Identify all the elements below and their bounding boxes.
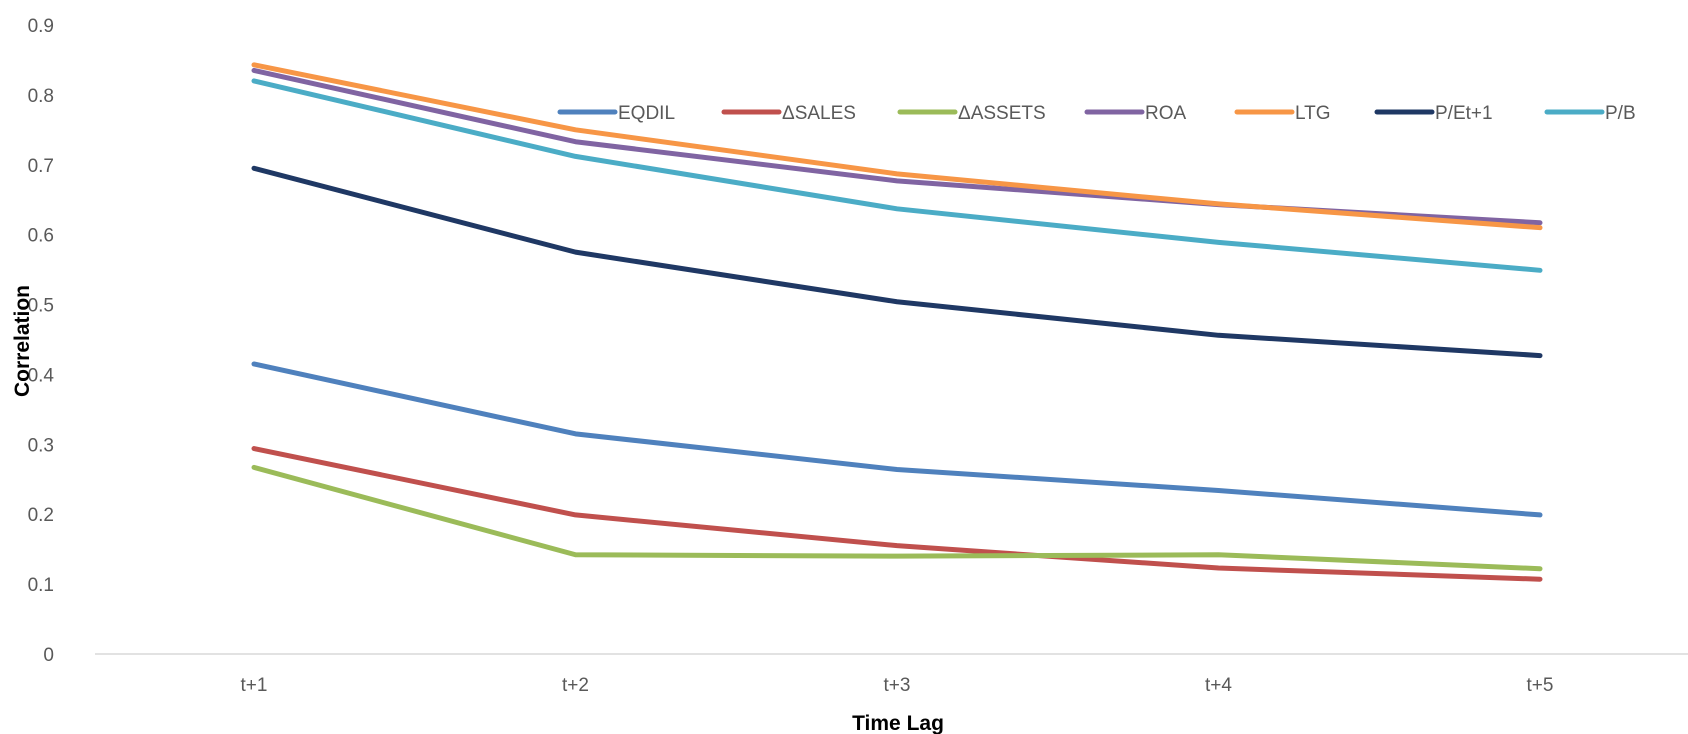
x-axis-title: Time Lag [852, 712, 944, 734]
legend-label: P/B [1605, 103, 1636, 124]
y-tick-label: 0.6 [28, 226, 54, 247]
y-tick-label: 0.9 [28, 16, 54, 37]
y-axis-ticks: 0 0.1 0.2 0.3 0.4 0.5 0.6 0.7 0.8 0.9 [28, 16, 55, 666]
legend-label: ROA [1145, 103, 1187, 124]
legend-label: ΔSALES [782, 103, 856, 124]
series-line-2 [251, 464, 1543, 572]
y-tick-label: 0.4 [28, 365, 55, 386]
series-line-4 [251, 62, 1543, 231]
x-axis-ticks: t+1 t+2 t+3 t+4 t+5 [241, 675, 1554, 696]
legend-item: ROA [1084, 103, 1187, 124]
series-line-1 [251, 446, 1543, 582]
x-tick-label: t+4 [1205, 675, 1232, 696]
legend-label: EQDIL [618, 103, 675, 124]
x-tick-label: t+2 [562, 675, 589, 696]
y-axis-title: Correlation [11, 285, 34, 397]
legend: EQDIL ΔSALES ΔASSETS ROA LTG P/Et+1 P/B [557, 103, 1636, 124]
y-tick-label: 0.2 [28, 505, 54, 526]
x-tick-label: t+5 [1527, 675, 1554, 696]
series-line-5 [251, 165, 1543, 359]
legend-item: P/Et+1 [1374, 103, 1493, 124]
x-tick-label: t+3 [884, 675, 911, 696]
x-tick-label: t+1 [241, 675, 268, 696]
y-tick-label: 0 [43, 645, 54, 666]
y-tick-label: 0.5 [28, 296, 54, 317]
legend-item: ΔASSETS [897, 103, 1046, 124]
y-tick-label: 0.8 [28, 86, 54, 107]
legend-item: LTG [1234, 103, 1331, 124]
legend-item: EQDIL [557, 103, 675, 124]
series-line-0 [251, 361, 1543, 518]
y-tick-label: 0.1 [28, 575, 54, 596]
series-lines [251, 62, 1543, 582]
legend-label: ΔASSETS [958, 103, 1046, 124]
legend-item: P/B [1544, 103, 1636, 124]
y-tick-label: 0.7 [28, 156, 54, 177]
legend-item: ΔSALES [721, 103, 856, 124]
legend-label: LTG [1295, 103, 1331, 124]
series-line-3 [251, 67, 1543, 226]
series-line-6 [251, 78, 1543, 273]
legend-label: P/Et+1 [1435, 103, 1493, 124]
y-tick-label: 0.3 [28, 435, 54, 456]
